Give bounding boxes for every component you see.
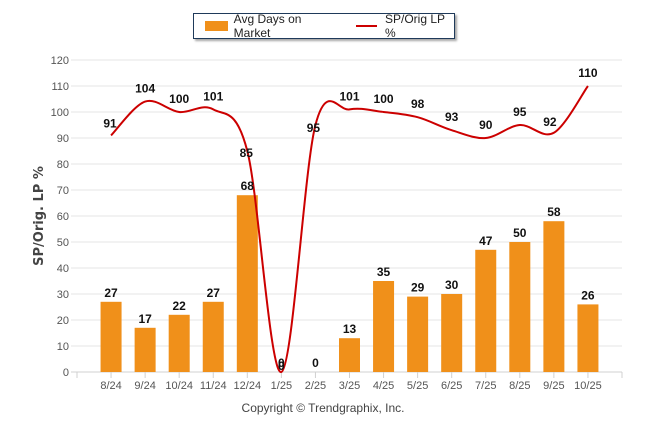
bar[interactable] <box>577 304 599 372</box>
bar[interactable] <box>100 301 122 372</box>
x-tick-label: 9/25 <box>543 380 564 392</box>
y-tick-label: 80 <box>57 159 69 171</box>
bar[interactable] <box>373 281 395 372</box>
legend-label-sp-orig-lp: SP/Orig LP % <box>384 12 445 40</box>
y-tick-label: 60 <box>57 211 69 223</box>
x-tick-label: 1/25 <box>271 380 292 392</box>
legend: Avg Days on Market SP/Orig LP % <box>193 12 455 40</box>
x-tick-label: 9/24 <box>134 380 155 392</box>
bar[interactable] <box>509 242 531 372</box>
line-data-label: 95 <box>513 105 527 119</box>
data-labels: 27 17 22 27 68 0 0 13 35 29 30 47 50 58 26 91 104 100 101 8… <box>103 66 598 373</box>
line-data-label: 98 <box>411 97 425 111</box>
bar-swatch-icon <box>205 21 228 31</box>
x-tick-label: 11/24 <box>200 380 227 392</box>
line-data-label: 93 <box>445 110 459 124</box>
bar-data-label: 27 <box>104 286 118 300</box>
line-data-label: 90 <box>479 118 493 132</box>
line-data-label: 0 <box>278 359 285 373</box>
y-tick-label: 50 <box>57 237 69 249</box>
y-tick-label: 100 <box>51 107 69 119</box>
y-tick-label: 30 <box>57 289 69 301</box>
y-tick-label: 120 <box>51 55 69 67</box>
x-tick-label: 8/25 <box>509 380 530 392</box>
bar[interactable] <box>543 221 565 372</box>
line-data-label: 100 <box>169 92 189 106</box>
bar[interactable] <box>236 195 258 372</box>
legend-item-sp-orig-lp[interactable]: SP/Orig LP % <box>335 12 454 40</box>
bar-data-label: 0 <box>312 356 319 370</box>
line-data-label: 104 <box>135 82 155 96</box>
bar[interactable] <box>407 296 429 372</box>
x-tick-label: 10/25 <box>574 380 602 392</box>
y-tick-label: 70 <box>57 185 69 197</box>
x-tick-label: 7/25 <box>475 380 496 392</box>
x-tick-label: 12/24 <box>234 380 262 392</box>
bar[interactable] <box>441 294 463 372</box>
line-path[interactable] <box>110 85 589 374</box>
y-tick-label: 110 <box>51 81 69 93</box>
bar-data-label: 13 <box>343 322 357 336</box>
bar[interactable] <box>134 327 156 372</box>
bar[interactable] <box>475 249 497 372</box>
x-tick-label: 2/25 <box>305 380 326 392</box>
x-tick-label: 4/25 <box>373 380 394 392</box>
x-tick-label: 8/24 <box>100 380 121 392</box>
line-data-label: 110 <box>578 66 598 80</box>
legend-label-avg-days: Avg Days on Market <box>233 12 302 40</box>
x-tick-label: 5/25 <box>407 380 428 392</box>
gridlines <box>71 59 622 373</box>
y-tick-label: 10 <box>57 341 69 353</box>
y-axis-title: SP/Orig. LP % <box>32 166 47 266</box>
bar-series-avg-days-on-market <box>100 195 599 372</box>
bar[interactable] <box>168 314 190 372</box>
bar-data-label: 58 <box>547 205 561 219</box>
bar-data-label: 26 <box>581 288 595 302</box>
bar-data-label: 30 <box>445 278 459 292</box>
bar-data-label: 50 <box>513 226 527 240</box>
bar-data-label: 27 <box>207 286 221 300</box>
bar-data-label: 68 <box>241 179 255 193</box>
bar[interactable] <box>202 301 224 372</box>
legend-item-avg-days-on-market[interactable]: Avg Days on Market <box>194 12 335 40</box>
line-data-label: 101 <box>339 89 359 103</box>
line-data-label: 95 <box>307 121 321 135</box>
copyright-text: Copyright © Trendgraphix, Inc. <box>241 401 405 415</box>
bar[interactable] <box>339 338 360 372</box>
bar-data-label: 35 <box>377 265 391 279</box>
y-axis: 0 10 20 30 40 50 60 70 80 90 100 110 120 <box>51 55 69 379</box>
x-tick-label: 3/25 <box>339 380 360 392</box>
line-data-label: 100 <box>374 92 394 106</box>
x-tick-label: 6/25 <box>441 380 462 392</box>
line-data-label: 91 <box>103 116 117 130</box>
x-tick-label: 10/24 <box>165 380 193 392</box>
bar-data-label: 17 <box>138 312 152 326</box>
line-swatch-icon <box>356 25 377 27</box>
y-tick-label: 20 <box>57 315 69 327</box>
y-tick-label: 0 <box>63 367 69 379</box>
bar-data-label: 47 <box>479 234 493 248</box>
y-tick-label: 40 <box>57 263 69 275</box>
line-series-sp-orig-lp <box>110 85 589 374</box>
line-data-label: 101 <box>203 89 223 103</box>
bar-data-label: 0 <box>278 356 285 370</box>
line-data-label: 92 <box>543 115 557 129</box>
bar-data-label: 22 <box>173 299 187 313</box>
bar-data-label: 29 <box>411 281 425 295</box>
x-axis: 8/24 9/24 10/24 11/24 12/24 1/25 2/25 3/25 4/25 5… <box>76 372 623 392</box>
y-tick-label: 90 <box>57 133 69 145</box>
line-data-label: 85 <box>240 146 254 160</box>
